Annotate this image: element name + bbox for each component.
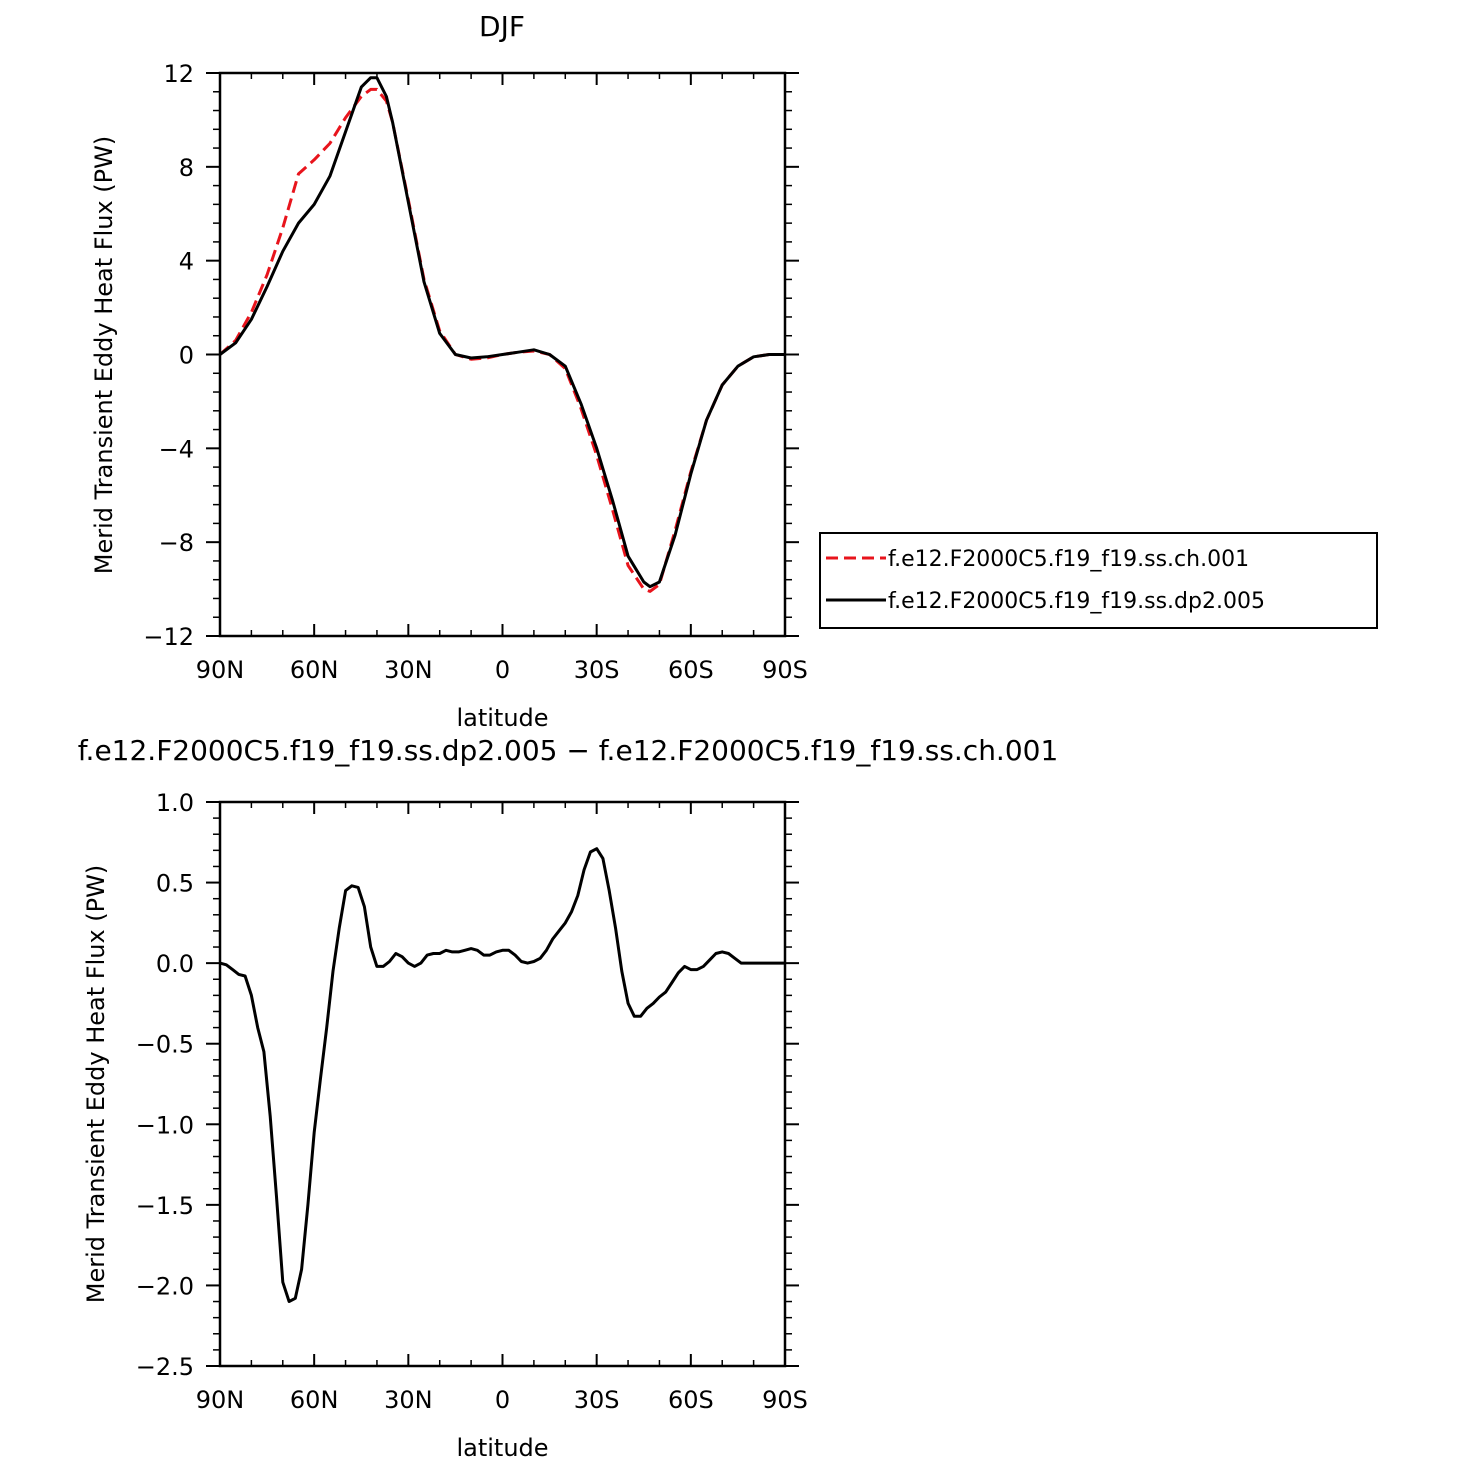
y-tick-label: 12 (163, 60, 194, 88)
legend-label-2: f.e12.F2000C5.f19_f19.ss.dp2.005 (888, 589, 1265, 614)
y-tick-label: 1.0 (156, 789, 194, 817)
y-tick-label: −12 (143, 623, 194, 651)
y-tick-label: 8 (179, 154, 194, 182)
series-line-1 (219, 847, 785, 1303)
x-tick-label: 90N (196, 1386, 245, 1414)
x-tick-label: 60S (668, 656, 714, 684)
chart-panel-1: DJF 90N 60N 30N 0 30S 60S 90S 12 8 4 0 −4 −8 −12 latitu… (90, 10, 1378, 732)
x-tick-label: 0 (495, 656, 510, 684)
x-tick-label: 60N (290, 1386, 339, 1414)
x-tick-label: 30S (574, 656, 620, 684)
chart-title: DJF (479, 10, 525, 43)
x-tick-label: 60S (668, 1386, 714, 1414)
legend-label-1: f.e12.F2000C5.f19_f19.ss.ch.001 (888, 547, 1249, 572)
y-tick-label: −2.5 (136, 1353, 194, 1381)
x-axis-title: latitude (456, 1434, 548, 1462)
x-tick-label: 30N (384, 1386, 433, 1414)
x-tick-label: 90S (762, 656, 808, 684)
y-tick-label: −2.0 (136, 1272, 194, 1300)
x-tick-label: 0 (495, 1386, 510, 1414)
y-tick-label: 0.0 (156, 950, 194, 978)
x-tick-label: 90N (196, 656, 245, 684)
legend-box (819, 532, 1378, 629)
series-line-2 (219, 76, 785, 589)
legend: f.e12.F2000C5.f19_f19.ss.ch.001 f.e12.F20… (819, 532, 1378, 629)
y-tick-label: −8 (159, 529, 194, 557)
chart-panel-2: f.e12.F2000C5.f19_f19.ss.dp2.005 − f.e12… (78, 734, 1059, 1462)
y-tick-label: 0 (179, 342, 194, 370)
y-tick-label: −1.0 (136, 1111, 194, 1139)
x-tick-label: 30S (574, 1386, 620, 1414)
y-tick-label: −1.5 (136, 1192, 194, 1220)
y-tick-label: 4 (179, 248, 194, 276)
x-tick-label: 30N (384, 656, 433, 684)
x-axis-title: latitude (456, 704, 548, 732)
series-line-1 (218, 87, 785, 593)
chart-title: f.e12.F2000C5.f19_f19.ss.dp2.005 − f.e12… (78, 734, 1059, 767)
x-tick-label: 90S (762, 1386, 808, 1414)
y-axis-title: Merid Transient Eddy Heat Flux (PW) (82, 865, 110, 1303)
y-axis-title: Merid Transient Eddy Heat Flux (PW) (90, 136, 118, 574)
y-tick-label: −4 (159, 435, 194, 463)
y-tick-label: −0.5 (136, 1031, 194, 1059)
x-tick-label: 60N (290, 656, 339, 684)
plot-frame (218, 800, 787, 1368)
y-tick-label: 0.5 (156, 870, 194, 898)
